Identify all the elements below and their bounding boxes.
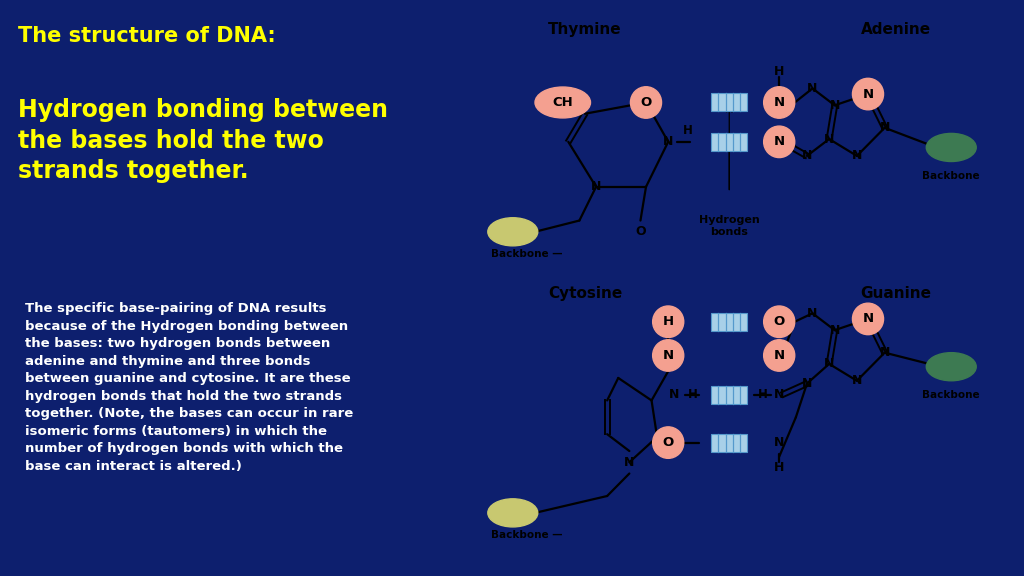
Text: N: N <box>807 82 818 95</box>
Text: Thymine: Thymine <box>548 22 622 37</box>
Text: Cytosine: Cytosine <box>548 286 622 301</box>
Text: N: N <box>625 456 635 469</box>
Text: N: N <box>829 324 840 336</box>
Ellipse shape <box>487 218 538 246</box>
FancyBboxPatch shape <box>712 133 748 151</box>
Text: H: H <box>758 388 768 401</box>
Text: N: N <box>824 357 835 370</box>
Circle shape <box>764 87 795 118</box>
Text: N: N <box>862 88 873 101</box>
Text: N: N <box>591 180 601 194</box>
Text: Guanine: Guanine <box>860 286 931 301</box>
Ellipse shape <box>487 499 538 527</box>
Text: Backbone —: Backbone — <box>490 530 562 540</box>
Text: N: N <box>663 349 674 362</box>
Circle shape <box>652 306 684 338</box>
Text: H: H <box>663 315 674 328</box>
Text: H: H <box>688 388 698 401</box>
Ellipse shape <box>927 134 976 161</box>
Text: Backbone: Backbone <box>923 170 980 180</box>
Text: N: N <box>852 374 862 387</box>
Circle shape <box>764 306 795 338</box>
Text: Backbone: Backbone <box>923 390 980 400</box>
Circle shape <box>631 87 662 118</box>
Text: N: N <box>807 307 818 320</box>
Text: N: N <box>669 388 679 401</box>
Circle shape <box>852 303 884 335</box>
Text: N: N <box>774 96 784 109</box>
Text: N: N <box>829 99 840 112</box>
Circle shape <box>652 427 684 458</box>
Text: Adenine: Adenine <box>861 22 931 37</box>
Circle shape <box>764 126 795 158</box>
Text: N: N <box>663 135 674 149</box>
Text: N: N <box>880 346 890 359</box>
Ellipse shape <box>535 87 591 118</box>
Text: N: N <box>852 149 862 162</box>
Text: Backbone —: Backbone — <box>490 249 562 259</box>
Text: O: O <box>773 315 784 328</box>
Text: Hydrogen
bonds: Hydrogen bonds <box>698 215 760 237</box>
Text: H: H <box>774 65 784 78</box>
Text: N: N <box>774 436 784 449</box>
Text: N: N <box>774 135 784 149</box>
Circle shape <box>764 340 795 371</box>
Text: Hydrogen bonding between
the bases hold the two
strands together.: Hydrogen bonding between the bases hold … <box>18 98 388 183</box>
Text: N: N <box>774 388 784 401</box>
Text: CH: CH <box>552 96 573 109</box>
Text: O: O <box>663 436 674 449</box>
Text: H: H <box>683 124 692 137</box>
Circle shape <box>652 340 684 371</box>
Text: O: O <box>640 96 651 109</box>
Text: O: O <box>635 225 646 238</box>
FancyBboxPatch shape <box>712 313 748 331</box>
Text: N: N <box>774 349 784 362</box>
FancyBboxPatch shape <box>712 386 748 404</box>
Ellipse shape <box>927 353 976 381</box>
Text: The specific base-pairing of DNA results
because of the Hydrogen bonding between: The specific base-pairing of DNA results… <box>26 302 353 473</box>
FancyBboxPatch shape <box>712 434 748 452</box>
Text: H: H <box>774 461 784 475</box>
Text: N: N <box>880 122 890 134</box>
Text: N: N <box>824 132 835 146</box>
Text: N: N <box>862 312 873 325</box>
Circle shape <box>852 78 884 110</box>
FancyBboxPatch shape <box>712 93 748 112</box>
Text: N: N <box>802 377 812 390</box>
Text: The structure of DNA:: The structure of DNA: <box>18 26 276 46</box>
Text: N: N <box>802 149 812 162</box>
